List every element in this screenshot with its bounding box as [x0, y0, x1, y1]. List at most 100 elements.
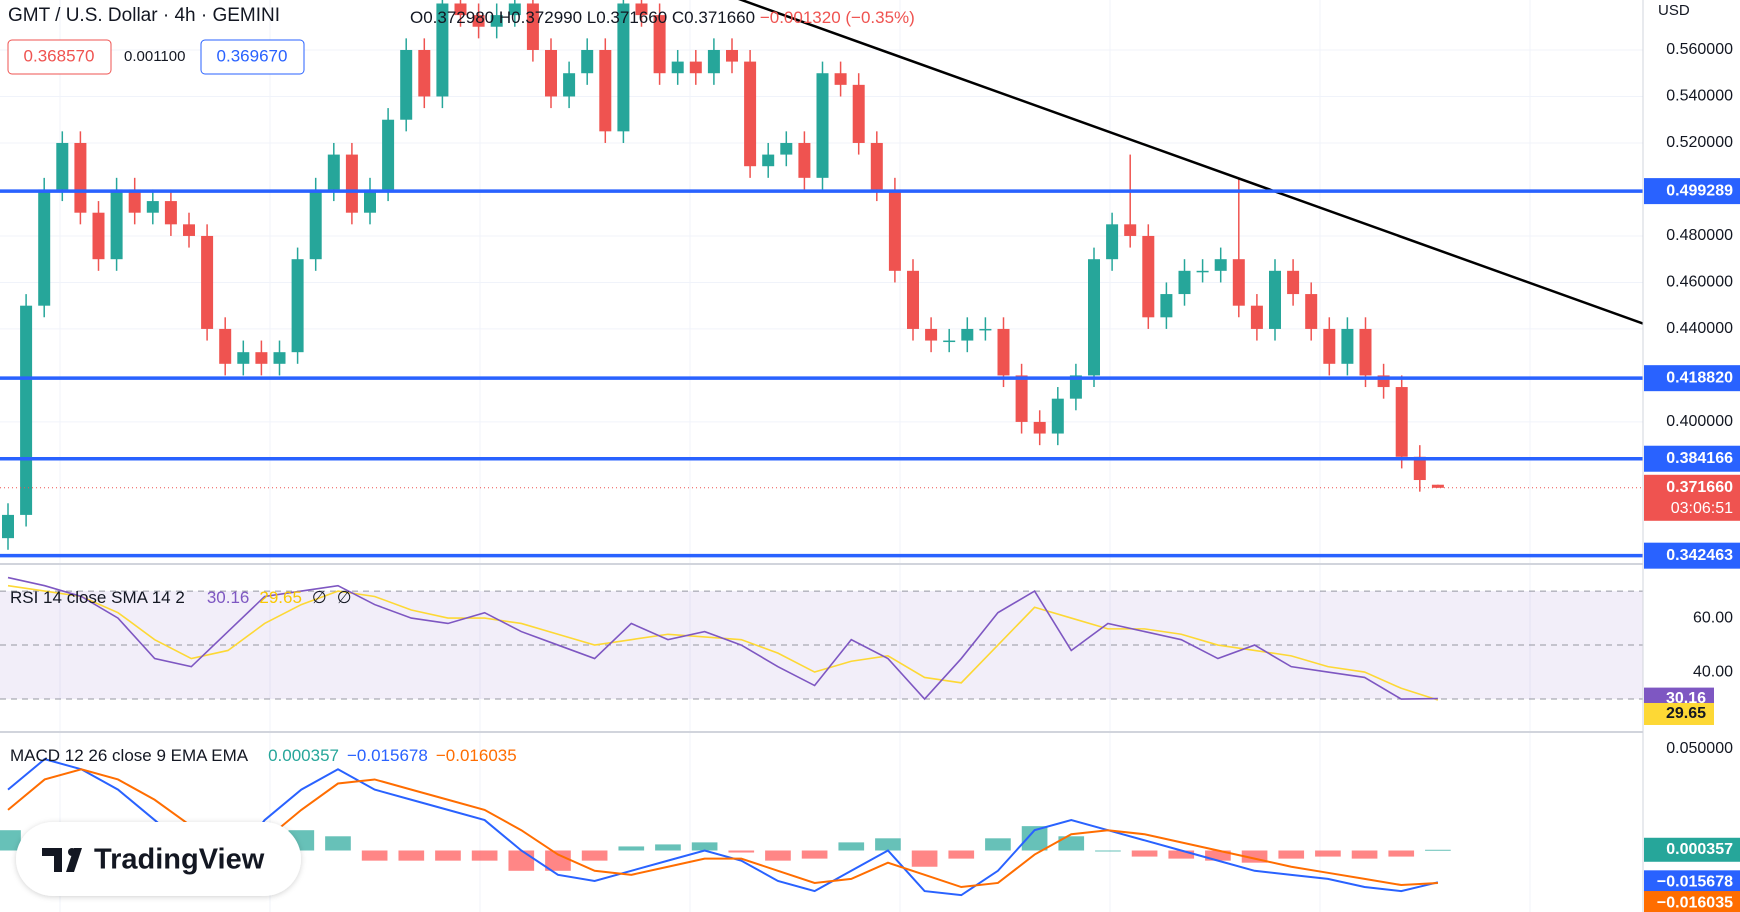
candle-body [454, 3, 467, 16]
symbol-title: GMT / U.S. Dollar · 4h · GEMINI [8, 5, 280, 26]
price-badge [1644, 178, 1740, 205]
brand-logo[interactable] [16, 822, 301, 896]
value-badge-label: −0.016035 [1657, 894, 1733, 911]
candle-body [744, 61, 757, 167]
macd-histogram-bar [581, 850, 608, 861]
macd-legend: MACD 12 26 close 9 EMA EMA 0.000357 −0.015… [10, 746, 517, 765]
candle-body [400, 49, 413, 120]
macd-histogram-bar [911, 850, 938, 867]
candle-body [255, 352, 268, 364]
ohlc-legend: O0.372980 H0.372990 L0.371660 C0.371660 … [410, 8, 915, 27]
candle-body [635, 3, 648, 16]
candle-body [1359, 328, 1372, 376]
value-badge-label: −0.015678 [1657, 874, 1733, 891]
value-badge-label: 29.65 [1666, 705, 1706, 722]
candle-body [599, 49, 612, 132]
candle-body [1232, 259, 1245, 306]
candle-body [1015, 375, 1028, 422]
price-badge [1644, 474, 1740, 521]
macd-histogram-bar [1425, 849, 1451, 851]
brand-name[interactable]: TradingView [94, 844, 265, 876]
candle-body [1395, 387, 1408, 457]
candle-body [345, 154, 358, 213]
macd-histogram-bar [361, 850, 388, 861]
candle-body [1341, 328, 1354, 364]
candle-body [1051, 398, 1064, 434]
candle-body [997, 328, 1010, 376]
candle-body [237, 352, 250, 364]
legend-high: H0.372990 [499, 8, 582, 27]
candle-body [472, 15, 485, 27]
candle-body [888, 189, 901, 271]
candle-body [1431, 484, 1444, 488]
macd-histogram-bar [801, 850, 828, 859]
buy-price[interactable]: 0.369670 [217, 46, 288, 65]
candle-body [164, 201, 177, 225]
y-tick-label: 60.00 [1693, 609, 1733, 626]
logo-pill[interactable] [16, 822, 301, 896]
value-badge [1644, 837, 1740, 862]
rsi-legend: RSI 14 close SMA 14 2 30.16 29.65 ∅ ∅ [10, 588, 352, 607]
candle-body [925, 328, 938, 341]
y-tick-label: 0.480000 [1666, 227, 1733, 244]
buy-button[interactable] [200, 39, 305, 75]
macd-histogram-bar [838, 842, 865, 851]
candle-body [1178, 270, 1191, 295]
logo-icon [68, 848, 76, 856]
candle-body [327, 154, 340, 190]
macd-histogram-bar [875, 838, 901, 851]
candle-body [563, 73, 576, 97]
price-badge-label: 0.371660 [1666, 479, 1733, 496]
price-badge-label: 0.342463 [1666, 547, 1733, 564]
candle-body [364, 189, 376, 213]
macd-histogram-bar [1131, 850, 1158, 857]
candle-body [38, 189, 51, 306]
macd-histogram-bar [545, 850, 571, 871]
macd-histogram-bar [0, 830, 21, 851]
candle-body [1069, 375, 1082, 399]
candle-body [146, 201, 159, 213]
candle-body [762, 154, 775, 167]
candle-body [798, 142, 811, 178]
candle-body [273, 352, 286, 364]
sell-price[interactable]: 0.368570 [24, 46, 95, 65]
candle-body [291, 259, 304, 353]
macd-histogram-bar [1095, 850, 1121, 852]
candle-body [490, 15, 503, 27]
candle-body [834, 73, 847, 85]
sell-button[interactable] [7, 39, 112, 75]
macd-histogram-bar [508, 850, 535, 871]
candle-body [671, 61, 684, 74]
y-tick-label: 0.400000 [1666, 413, 1733, 430]
candle-body [707, 49, 720, 74]
macd-histogram-bar [1388, 850, 1415, 857]
macd-histogram-bar [728, 850, 755, 853]
value-badge [1644, 870, 1740, 895]
candle-body [1305, 294, 1318, 329]
candle-body [1214, 259, 1227, 271]
price-badge [1644, 365, 1740, 392]
macd-histogram-bar [655, 844, 681, 851]
macd-histogram-bar [765, 850, 791, 861]
y-tick-label: 0.520000 [1666, 134, 1733, 151]
rsi-extra: ∅ [337, 588, 352, 607]
candle-body [309, 189, 322, 260]
rsi-title: RSI 14 close SMA 14 2 [10, 588, 185, 607]
candle-body [526, 3, 539, 50]
candle-body [617, 3, 630, 132]
candle-body [961, 328, 974, 341]
legend-change: −0.001320 (−0.35%) [760, 8, 915, 27]
candle-body [1124, 224, 1137, 236]
candle-body [1088, 259, 1100, 376]
macd-value: −0.015678 [347, 746, 428, 765]
candle-body [1250, 305, 1263, 329]
y-tick-label: 0.050000 [1666, 740, 1733, 757]
price-badge-label: 0.418820 [1666, 369, 1733, 386]
macd-histogram-bar [691, 842, 718, 851]
candle-body [183, 224, 195, 236]
candle-body [545, 49, 557, 97]
countdown: 03:06:51 [1671, 500, 1733, 517]
currency[interactable]: USD [1658, 2, 1690, 19]
candle-body [508, 3, 521, 16]
